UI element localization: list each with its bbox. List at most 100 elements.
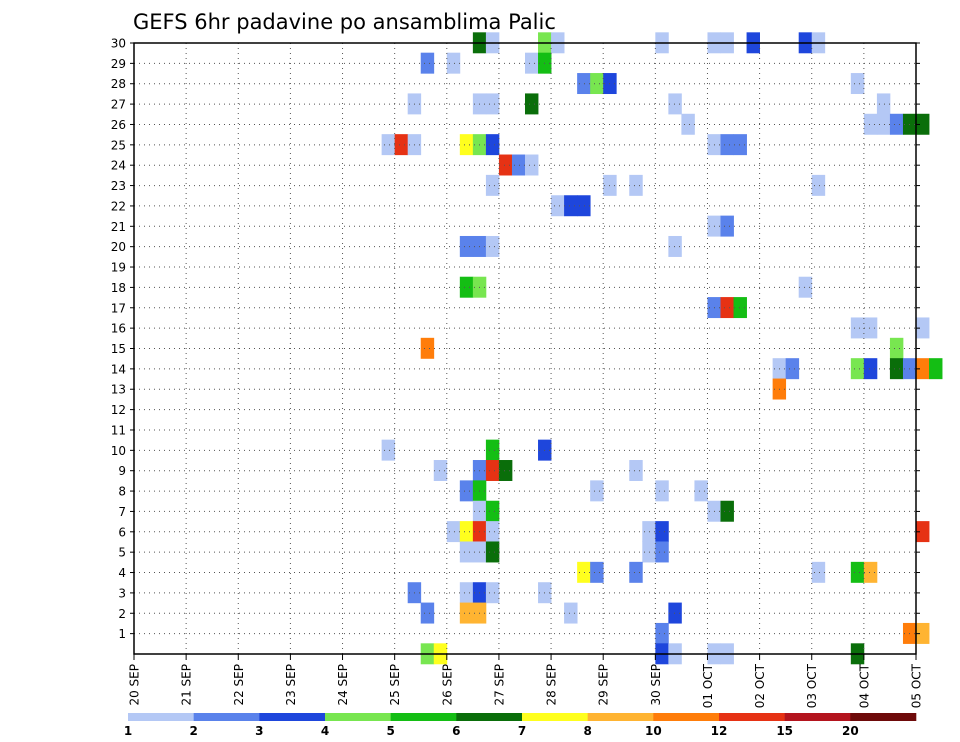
legend-swatch [587, 713, 654, 721]
heatmap-cell [498, 154, 513, 176]
heatmap-cell [485, 235, 500, 257]
heatmap-cell [485, 439, 500, 461]
heatmap-cell [577, 73, 591, 95]
heatmap-cell [485, 134, 500, 156]
y-tick-label: 26 [111, 118, 126, 132]
legend-swatch [850, 713, 917, 721]
heatmap-cell [577, 195, 591, 217]
heatmap-cell [655, 622, 669, 644]
y-tick-label: 24 [111, 159, 126, 173]
heatmap-cell [811, 561, 826, 583]
heatmap-cell [485, 93, 500, 115]
heatmap-cell [381, 134, 396, 156]
heatmap-cell [498, 460, 513, 481]
heatmap-cell [850, 73, 865, 95]
heatmap-cell [394, 134, 409, 156]
heatmap-cell [850, 317, 865, 339]
x-tick-label: 22 SEP [232, 664, 246, 706]
heatmap-cell [655, 541, 669, 563]
heatmap-cells [381, 32, 943, 665]
y-tick-label: 17 [111, 301, 126, 315]
heatmap-cell [459, 582, 474, 604]
heatmap-cell [446, 52, 461, 74]
legend-swatch [128, 713, 194, 721]
heatmap-cell [850, 358, 865, 380]
y-tick-label: 30 [111, 37, 126, 51]
heatmap-cell [420, 52, 435, 74]
heatmap-cell [577, 561, 591, 583]
y-tick-label: 2 [118, 607, 126, 621]
x-tick-label: 28 SEP [545, 664, 559, 706]
heatmap-cell [511, 154, 526, 176]
x-tick-label: 25 SEP [388, 664, 402, 706]
heatmap-cell [525, 52, 539, 74]
legend-label: 1 [124, 724, 132, 738]
heatmap-cell [863, 358, 878, 380]
heatmap-cell [446, 521, 461, 543]
legend-swatch [522, 713, 588, 721]
legend-label: 4 [321, 724, 329, 738]
legend-label: 12 [711, 724, 728, 738]
y-tick-label: 8 [118, 485, 126, 499]
color-legend: 1 2 3 4 5 6 7 8 10 12 15 20 [124, 713, 917, 738]
heatmap-cell [420, 337, 435, 359]
heatmap-cell [629, 174, 643, 196]
heatmap-cell [876, 93, 891, 115]
heatmap-cell [655, 521, 669, 543]
y-tick-label: 4 [118, 566, 126, 580]
chart-title: GEFS 6hr padavine po ansamblima Palic [133, 10, 556, 34]
legend-swatch [193, 713, 260, 721]
heatmap-cell [459, 276, 474, 298]
y-tick-label: 23 [111, 179, 126, 193]
heatmap-cell [668, 602, 682, 624]
heatmap-cell [876, 113, 891, 135]
heatmap-cell [720, 297, 734, 319]
x-tick-label: 02 OCT [753, 663, 767, 708]
y-tick-label: 19 [111, 261, 126, 275]
heatmap-cell [485, 460, 500, 481]
heatmap-cell [916, 113, 930, 135]
x-tick-label: 21 SEP [180, 664, 194, 706]
y-tick-label: 20 [111, 240, 126, 254]
heatmap-cell [381, 439, 396, 461]
grid-lines [134, 43, 916, 654]
heatmap-cell [485, 500, 500, 522]
legend-label: 6 [452, 724, 460, 738]
y-tick-label: 28 [111, 77, 126, 91]
x-tick-label: 23 SEP [284, 664, 298, 706]
y-tick-label: 3 [118, 586, 126, 600]
heatmap-cell [459, 235, 474, 257]
heatmap-cell [720, 134, 734, 156]
heatmap-cell [668, 235, 682, 257]
heatmap-cell [916, 358, 930, 380]
legend-label: 3 [255, 724, 263, 738]
y-axis: 1234567891011121314151617181920212223242… [111, 37, 920, 641]
y-tick-label: 29 [111, 57, 126, 71]
y-tick-label: 21 [111, 220, 126, 234]
heatmap-cell [668, 93, 682, 115]
heatmap-cell [485, 521, 500, 543]
x-tick-label: 03 OCT [805, 663, 819, 708]
heatmap-cell [525, 154, 539, 176]
heatmap-cell [590, 480, 604, 502]
y-tick-label: 13 [111, 383, 126, 397]
heatmap-cell [459, 134, 474, 156]
heatmap-cell [590, 561, 604, 583]
heatmap-cell [720, 500, 734, 522]
legend-label: 15 [776, 724, 793, 738]
legend-swatch [259, 713, 326, 721]
heatmap-cell [564, 195, 578, 217]
y-tick-label: 5 [118, 546, 126, 560]
heatmap-cell [863, 561, 878, 583]
x-tick-label: 26 SEP [440, 664, 454, 706]
heatmap-cell [525, 93, 539, 115]
y-tick-label: 9 [118, 464, 126, 478]
x-tick-label: 01 OCT [701, 663, 715, 708]
x-tick-label: 04 OCT [857, 663, 871, 708]
heatmap-cell [889, 113, 904, 135]
y-tick-label: 7 [118, 505, 126, 519]
heatmap-cell [785, 358, 800, 380]
heatmap-cell [590, 73, 604, 95]
heatmap-cell [916, 521, 930, 543]
